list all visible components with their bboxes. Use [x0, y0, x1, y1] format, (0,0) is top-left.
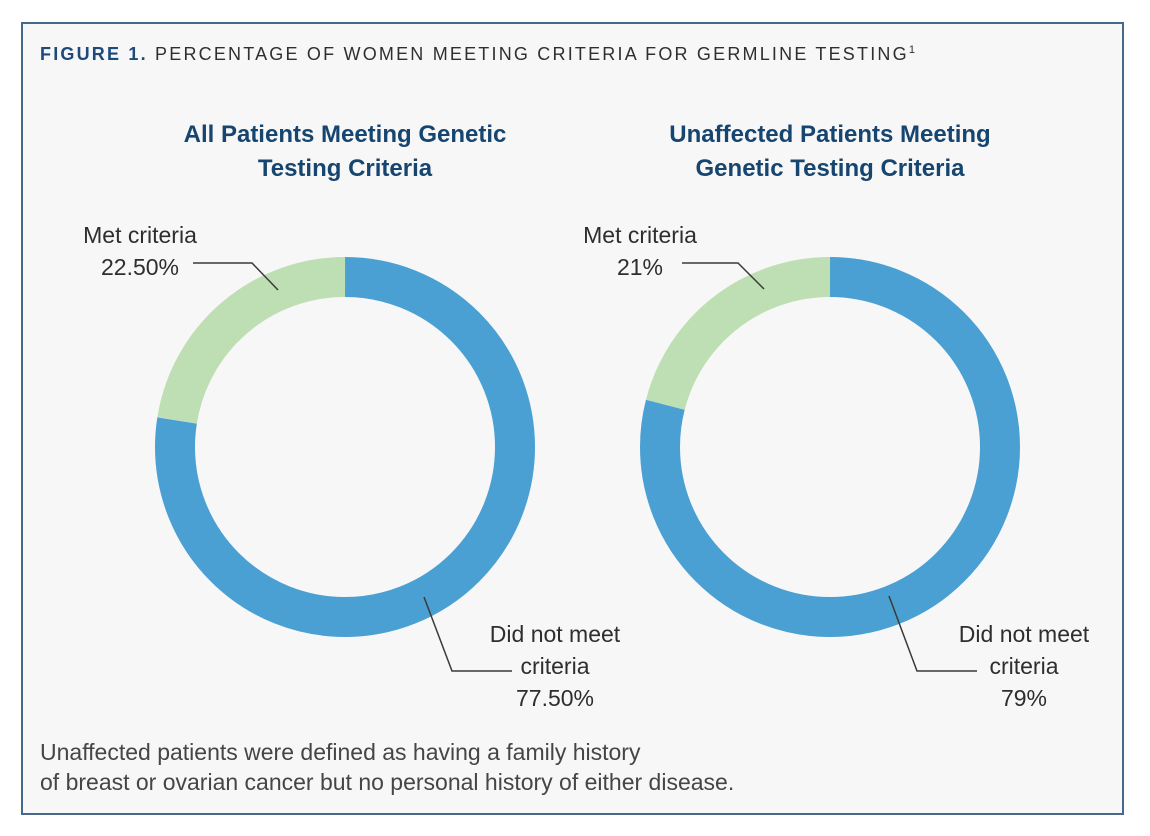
figure-title-text: PERCENTAGE OF WOMEN MEETING CRITERIA FOR…	[147, 44, 909, 64]
chart2-met-callout: Met criteria 21%	[540, 219, 740, 283]
chart2-notmet-label-line1: Did not meet	[958, 621, 1090, 647]
footnote-line2: of breast or ovarian cancer but no perso…	[40, 769, 735, 795]
chart1-title-line2: Testing Criteria	[257, 155, 433, 182]
chart2-title: Unaffected Patients Meeting Genetic Test…	[590, 118, 1070, 186]
donut-chart-unaffected-patients	[640, 257, 1020, 637]
figure-footnote: Unaffected patients were defined as havi…	[40, 737, 734, 797]
chart2-met-value: 21%	[616, 254, 664, 280]
chart1-notmet-callout: Did not meet criteria 77.50%	[455, 618, 655, 714]
footnote-line1: Unaffected patients were defined as havi…	[40, 739, 641, 765]
chart2-notmet-value: 79%	[1000, 685, 1048, 711]
chart1-met-label: Met criteria	[83, 222, 197, 248]
figure-panel	[21, 22, 1124, 815]
chart1-notmet-value: 77.50%	[515, 685, 594, 711]
chart1-met-value: 22.50%	[100, 254, 179, 280]
figure-title: FIGURE 1. PERCENTAGE OF WOMEN MEETING CR…	[40, 44, 915, 65]
figure-title-superscript: 1	[908, 44, 915, 56]
chart1-title: All Patients Meeting Genetic Testing Cri…	[105, 118, 585, 186]
chart2-met-label: Met criteria	[583, 222, 697, 248]
chart2-title-line1: Unaffected Patients Meeting	[669, 121, 991, 148]
chart2-title-line2: Genetic Testing Criteria	[695, 155, 965, 182]
chart2-notmet-label-line2: criteria	[989, 653, 1059, 679]
chart1-title-line1: All Patients Meeting Genetic	[183, 121, 507, 148]
figure-label: FIGURE 1.	[40, 44, 148, 64]
chart2-notmet-callout: Did not meet criteria 79%	[924, 618, 1124, 714]
donut-slice-met-criteria	[640, 257, 1020, 637]
donut-chart-all-patients	[155, 257, 535, 637]
chart1-notmet-label-line2: criteria	[520, 653, 590, 679]
chart1-notmet-label-line1: Did not meet	[489, 621, 621, 647]
chart1-met-callout: Met criteria 22.50%	[40, 219, 240, 283]
donut-slice-met-criteria	[155, 257, 535, 637]
